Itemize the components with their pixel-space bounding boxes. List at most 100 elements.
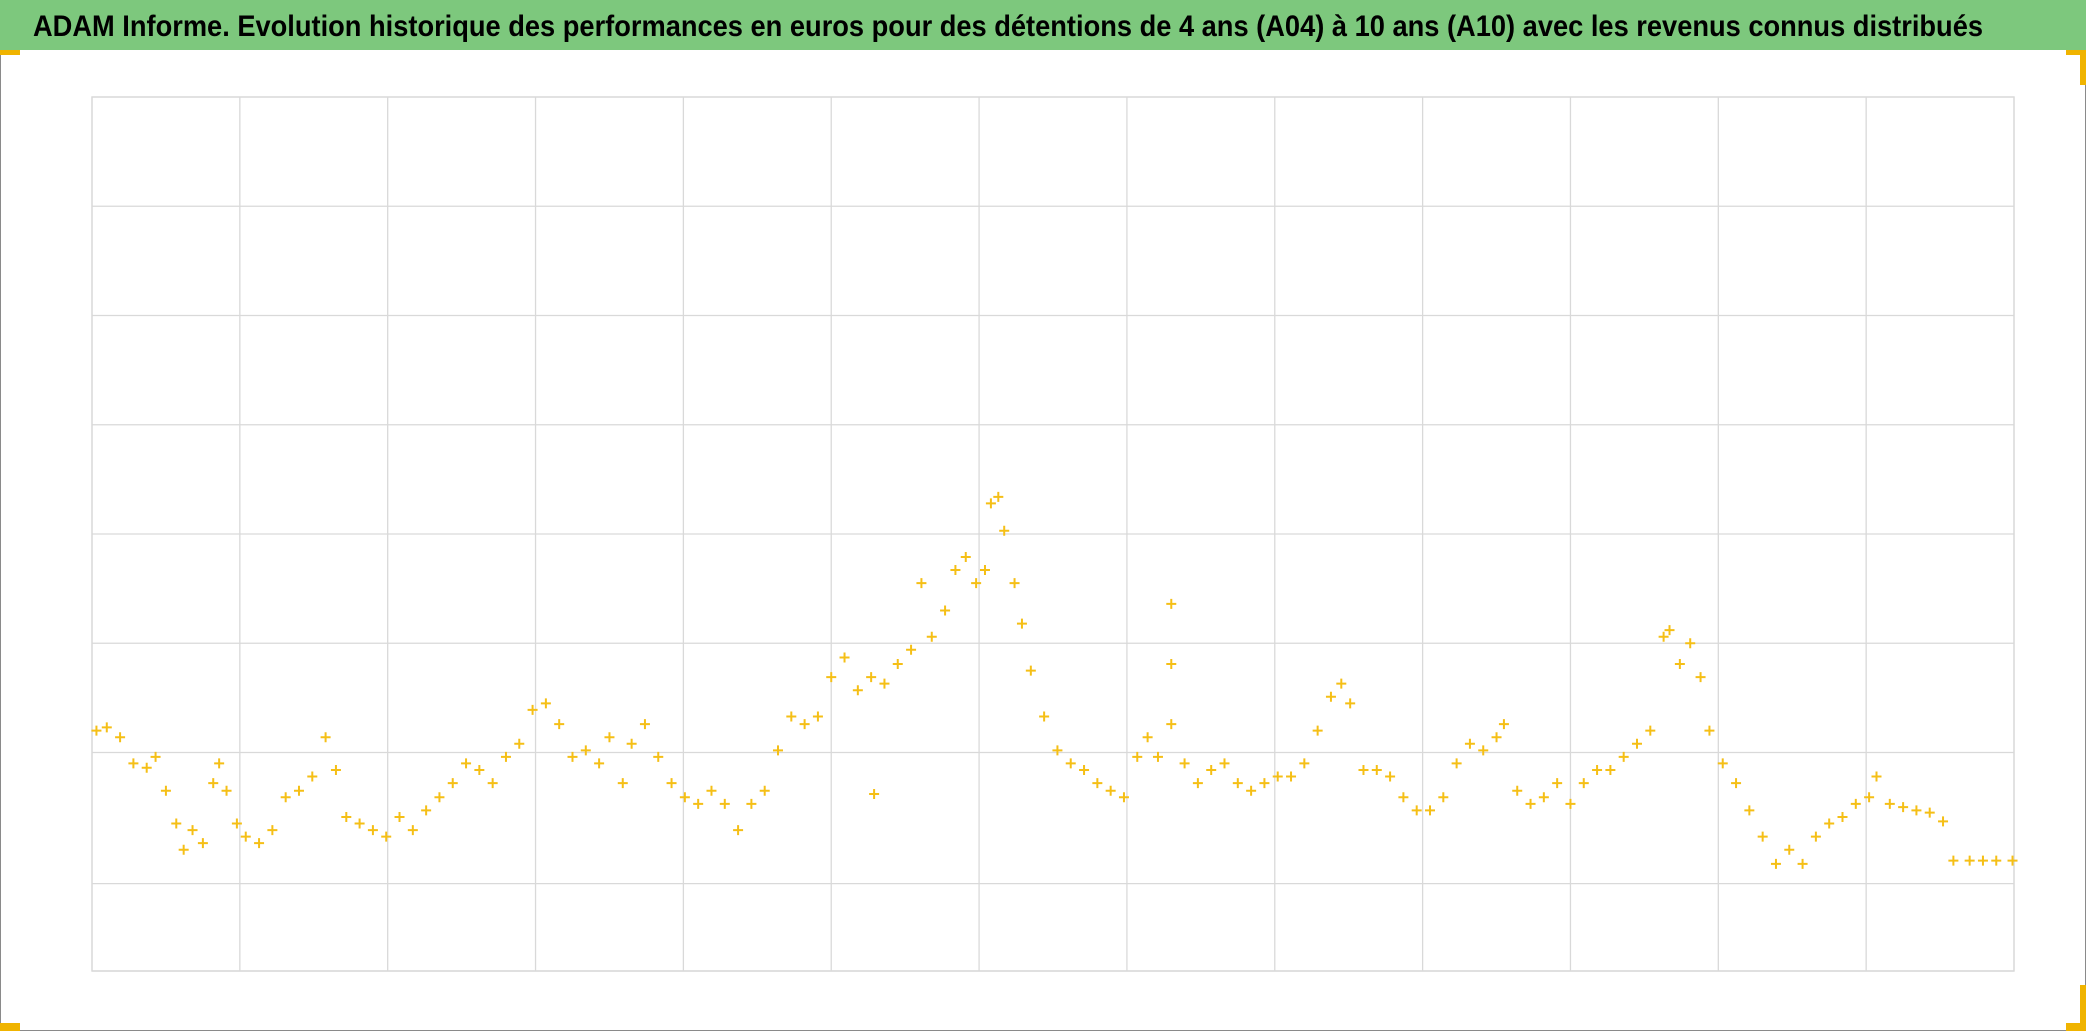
point (826, 672, 837, 683)
point (1645, 725, 1656, 736)
point (1286, 771, 1297, 782)
point (1948, 855, 1959, 866)
point (1358, 764, 1369, 775)
point (231, 818, 242, 829)
point (330, 764, 341, 775)
point (474, 764, 485, 775)
point (979, 565, 990, 576)
point (1565, 798, 1576, 809)
point (1784, 844, 1795, 855)
point (1491, 732, 1502, 743)
point (540, 698, 551, 709)
point (381, 831, 392, 842)
point (773, 745, 784, 756)
point (115, 732, 126, 743)
point (580, 745, 591, 756)
point (160, 785, 171, 796)
point (626, 738, 637, 749)
point (993, 491, 1004, 502)
point (999, 525, 1010, 536)
point (1438, 792, 1449, 803)
point (1770, 858, 1781, 869)
point (719, 798, 730, 809)
point (1246, 785, 1257, 796)
point (679, 792, 690, 803)
point (1464, 738, 1475, 749)
point (1232, 778, 1243, 789)
point (341, 811, 352, 822)
point (839, 652, 850, 663)
point (1924, 807, 1935, 818)
point (1538, 792, 1549, 803)
point (866, 672, 877, 683)
point (971, 578, 982, 589)
point (91, 725, 102, 736)
point (101, 722, 112, 733)
point (447, 778, 458, 789)
point (1674, 659, 1685, 670)
point (1898, 802, 1909, 813)
point (1695, 672, 1706, 683)
point (178, 844, 189, 855)
point (1525, 798, 1536, 809)
point (514, 738, 525, 749)
point (1166, 598, 1177, 609)
point (1142, 732, 1153, 743)
point (759, 785, 770, 796)
point (293, 785, 304, 796)
point (208, 778, 219, 789)
point (1079, 764, 1090, 775)
point (197, 838, 208, 849)
chart-title: ADAM Informe. Evolution historique des p… (33, 10, 1983, 43)
point (926, 631, 937, 642)
point (1451, 758, 1462, 769)
point (1039, 711, 1050, 722)
point (1092, 778, 1103, 789)
point (1938, 816, 1949, 827)
point (487, 778, 498, 789)
point (267, 825, 278, 836)
point (940, 605, 951, 616)
point (320, 732, 331, 743)
point (1179, 758, 1190, 769)
point (1105, 785, 1116, 796)
point (500, 751, 511, 762)
point (1977, 855, 1988, 866)
point (799, 719, 810, 730)
point (1411, 805, 1422, 816)
point (706, 785, 717, 796)
point (1704, 725, 1715, 736)
point (1658, 631, 1669, 642)
point (280, 792, 291, 803)
point (367, 825, 378, 836)
title-bar (0, 0, 2086, 50)
point (869, 789, 880, 800)
point (221, 785, 232, 796)
point (666, 778, 677, 789)
point (1498, 719, 1509, 730)
point (1478, 745, 1489, 756)
point (746, 798, 757, 809)
point (214, 758, 225, 769)
point (1757, 831, 1768, 842)
point (1425, 805, 1436, 816)
point (1578, 778, 1589, 789)
point (1132, 751, 1143, 762)
point (1299, 758, 1310, 769)
point (1964, 855, 1975, 866)
point (879, 678, 890, 689)
point (1259, 778, 1270, 789)
point (1837, 811, 1848, 822)
point (1385, 771, 1396, 782)
point (1009, 578, 1020, 589)
point (1717, 758, 1728, 769)
point (1664, 625, 1675, 636)
point (1592, 764, 1603, 775)
point (1618, 751, 1629, 762)
point (1219, 758, 1230, 769)
point (1512, 785, 1523, 796)
point (594, 758, 605, 769)
point (617, 778, 628, 789)
